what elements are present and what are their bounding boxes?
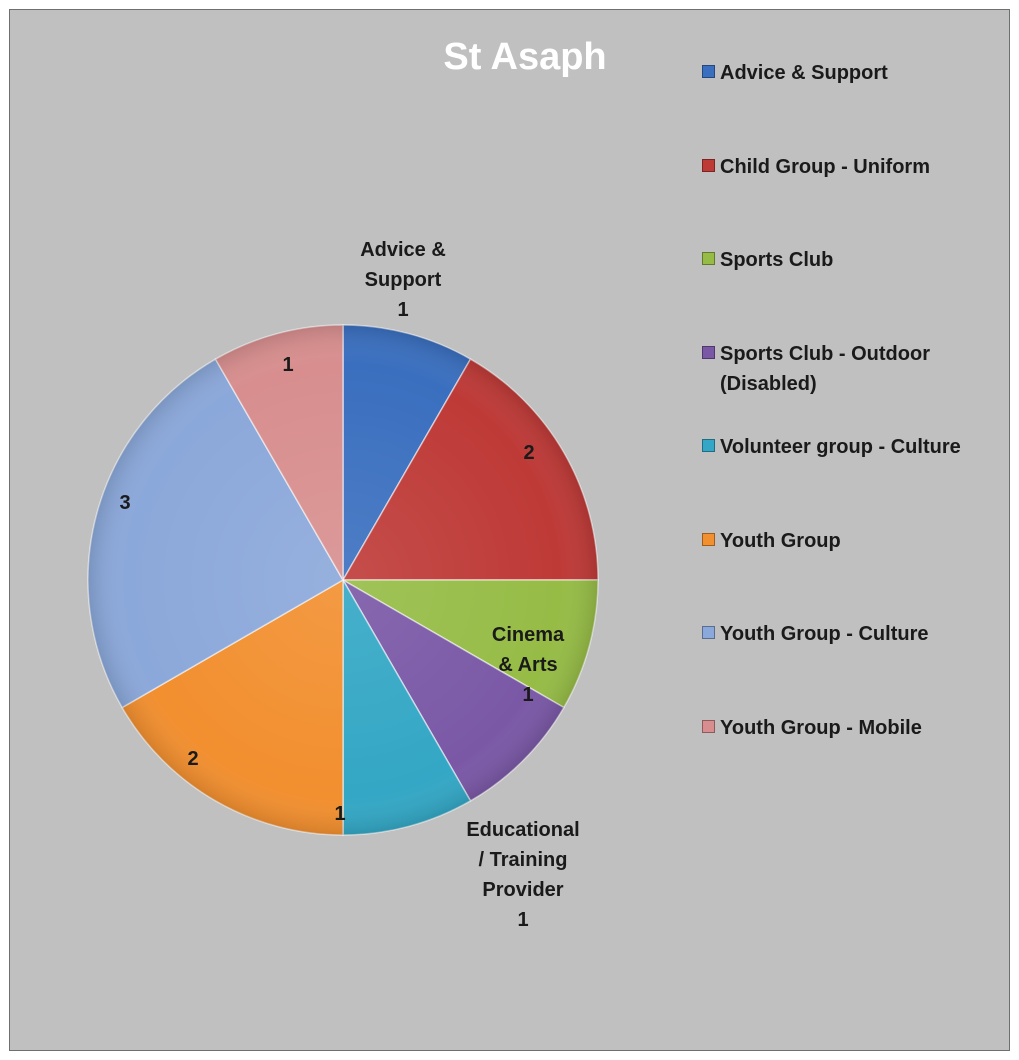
legend-swatch	[702, 626, 715, 639]
legend-label: Youth Group	[720, 529, 841, 552]
legend-swatch	[702, 345, 715, 359]
legend-label: Advice & Support	[720, 62, 888, 84]
legend-label: Sports Club	[720, 249, 834, 271]
legend-item: Advice & Support	[702, 58, 985, 152]
legend-label: Child Group - Uniform	[720, 155, 930, 178]
data-label: Educational / Training Provider 1	[466, 819, 580, 931]
legend-item: Youth Group - Mobile	[702, 713, 985, 807]
chart-area: St Asaph Advice & Support Child Group - U…	[9, 9, 1010, 1051]
legend-label: Youth Group - Mobile	[720, 716, 922, 739]
chart-title: St Asaph	[443, 36, 607, 78]
legend-swatch	[702, 439, 715, 452]
legend-label: Sports Club - Outdoor (Disabled)	[720, 342, 930, 395]
legend-swatch	[702, 719, 715, 733]
legend-label: Youth Group - Culture	[720, 623, 929, 645]
data-label: 1	[282, 354, 294, 376]
legend-swatch	[702, 158, 715, 172]
legend-swatch	[702, 532, 715, 546]
legend-item: Volunteer group - Culture	[702, 432, 985, 526]
legend-swatch	[702, 252, 715, 265]
legend-item: Youth Group - Culture	[702, 619, 985, 713]
data-label: 2	[187, 748, 199, 770]
data-label: 3	[119, 492, 131, 514]
legend: Advice & Support Child Group - Uniform Spo…	[702, 58, 985, 806]
legend-item: Youth Group	[702, 526, 985, 620]
legend-item: Sports Club - Outdoor (Disabled)	[702, 339, 985, 433]
data-label: Cinema & Arts 1	[491, 624, 565, 706]
legend-item: Sports Club	[702, 245, 985, 339]
data-label: Advice & Support 1	[360, 239, 446, 321]
legend-item: Child Group - Uniform	[702, 152, 985, 246]
data-label: 1	[334, 803, 346, 825]
legend-swatch	[702, 65, 715, 78]
legend-label: Volunteer group - Culture	[720, 436, 961, 458]
data-label: 2	[523, 442, 535, 464]
